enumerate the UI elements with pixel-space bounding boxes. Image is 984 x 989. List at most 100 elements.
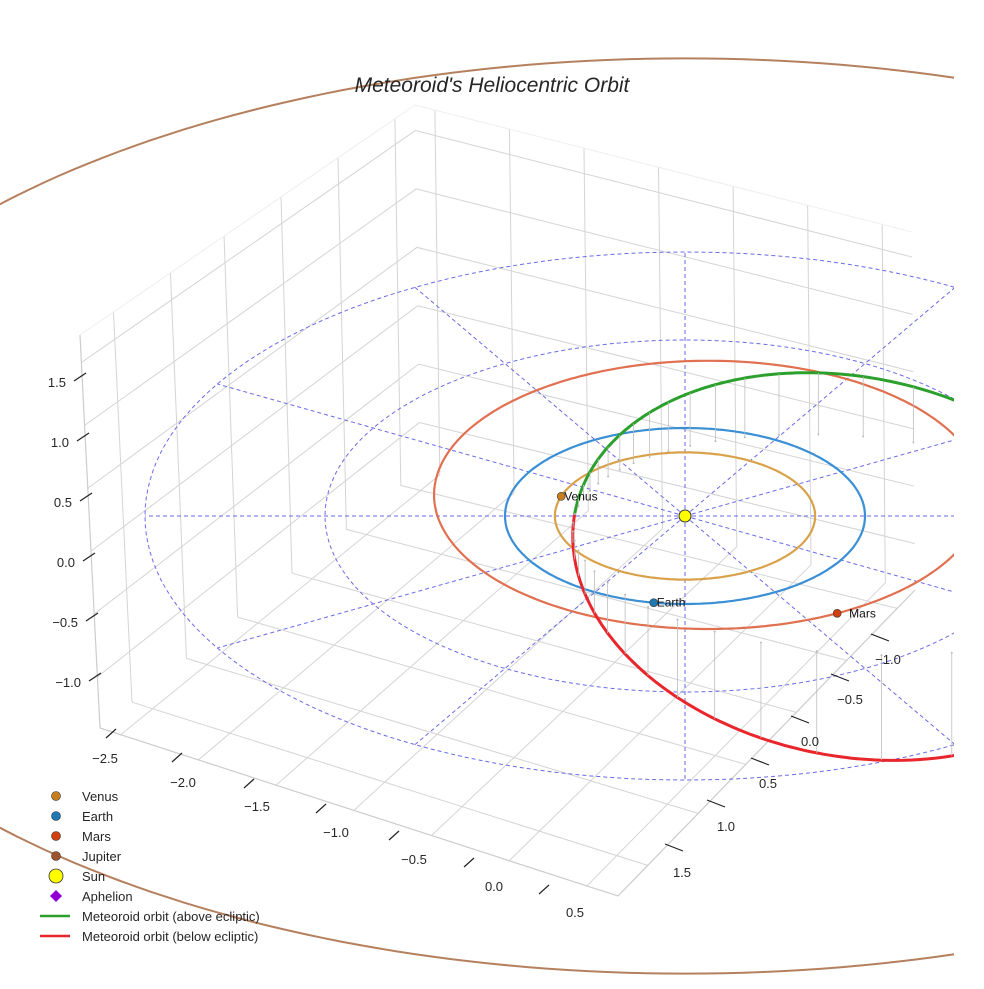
drop-line-foot bbox=[743, 436, 746, 439]
drop-line-foot bbox=[880, 654, 883, 657]
venus-marker bbox=[556, 492, 566, 501]
wall-grid-horizontal bbox=[87, 246, 914, 489]
legend-label: Venus bbox=[82, 788, 119, 804]
drop-line-foot bbox=[624, 593, 627, 596]
y-tick-label: 0.5 bbox=[759, 776, 777, 791]
legend-label: Meteoroid orbit (above ecliptic) bbox=[82, 908, 260, 924]
floor-grid-line-y bbox=[400, 484, 898, 609]
z-tick-label: −1.0 bbox=[55, 675, 81, 690]
y-tick-mark bbox=[790, 715, 810, 724]
wall-grid-vertical bbox=[807, 205, 812, 565]
floor-grid-line-y bbox=[346, 528, 847, 661]
drop-line-foot bbox=[777, 433, 780, 436]
legend-item-earth[interactable]: Earth bbox=[30, 806, 260, 826]
orbit-earth bbox=[503, 426, 867, 606]
z-tick-label: 1.5 bbox=[48, 375, 66, 390]
z-tick-label: 0.0 bbox=[57, 555, 75, 570]
z-tick-mark bbox=[79, 492, 93, 502]
drop-line-foot bbox=[607, 475, 610, 478]
wall-grid-vertical bbox=[508, 129, 515, 493]
drop-line-foot bbox=[967, 452, 969, 454]
legend-item-jupiter[interactable]: Jupiter bbox=[30, 846, 260, 866]
x-tick-label: −2.5 bbox=[92, 751, 118, 766]
y-tick-label: −1.0 bbox=[875, 652, 901, 667]
orbit-layer bbox=[0, 57, 969, 975]
legend-item-orbit-below[interactable]: Meteoroid orbit (below ecliptic) bbox=[30, 926, 260, 946]
radial-spoke bbox=[684, 515, 954, 593]
drop-line-foot bbox=[573, 539, 576, 542]
wall-grid-vertical bbox=[583, 148, 589, 511]
radial-spoke bbox=[217, 515, 686, 649]
legend-item-mars[interactable]: Mars bbox=[30, 826, 260, 846]
drop-line-foot bbox=[759, 641, 762, 644]
aphelion-diamond-icon bbox=[30, 886, 82, 906]
wall-grid-horizontal bbox=[93, 363, 915, 615]
drop-line-foot bbox=[606, 581, 609, 584]
wall-grid-vertical bbox=[169, 272, 187, 659]
floor-grid-line-y bbox=[131, 701, 648, 866]
wall-grid-vertical bbox=[394, 118, 402, 486]
axis-ticks: 1.5 1.0 0.5 0.0 −0.5 −1.0 −2.5 −2.0 −1.5 −1.0 −0.5… bbox=[48, 372, 901, 920]
x-tick-label: −2.0 bbox=[170, 775, 196, 790]
venus-marker-icon bbox=[30, 786, 82, 806]
meteoroid-orbit-above bbox=[582, 371, 954, 486]
green-line-icon bbox=[30, 906, 82, 926]
drop-line-foot bbox=[573, 513, 576, 516]
legend-label: Mars bbox=[82, 828, 111, 844]
drop-line-foot bbox=[597, 482, 600, 485]
reference-circles bbox=[144, 251, 954, 781]
z-tick-label: −0.5 bbox=[52, 615, 78, 630]
z-axis-edge bbox=[79, 334, 101, 729]
floor-grid-line-x bbox=[198, 492, 515, 761]
y-tick-mark bbox=[664, 843, 684, 852]
wall-grid-vertical bbox=[337, 157, 347, 530]
x-tick-mark bbox=[538, 884, 550, 895]
earth-marker-icon bbox=[30, 806, 82, 826]
floor-grid-line-y bbox=[237, 616, 746, 765]
meteoroid-orbit-below bbox=[571, 514, 954, 762]
legend: Venus Earth Mars Jupiter Sun Aphelion Me… bbox=[30, 786, 260, 946]
wall-grid-vertical bbox=[113, 311, 133, 703]
drop-line-foot bbox=[572, 521, 575, 524]
legend-item-sun[interactable]: Sun bbox=[30, 866, 260, 886]
chart-title: Meteoroid's Heliocentric Orbit bbox=[354, 74, 630, 97]
floor-grid-line-x bbox=[431, 546, 738, 836]
drop-line-foot bbox=[912, 441, 915, 444]
drop-line-foot bbox=[589, 489, 592, 492]
legend-item-venus[interactable]: Venus bbox=[30, 786, 260, 806]
x-tick-mark bbox=[243, 778, 255, 789]
wall-grid-vertical bbox=[881, 224, 886, 583]
legend-item-orbit-above[interactable]: Meteoroid orbit (above ecliptic) bbox=[30, 906, 260, 926]
floor-edge bbox=[99, 589, 916, 897]
legend-label: Meteoroid orbit (below ecliptic) bbox=[82, 928, 259, 944]
drop-line-foot bbox=[667, 450, 670, 453]
y-tick-mark bbox=[706, 799, 726, 808]
x-tick-label: 0.5 bbox=[566, 905, 584, 920]
drop-line-foot bbox=[950, 651, 953, 654]
drop-line-foot bbox=[571, 530, 574, 533]
legend-label: Sun bbox=[82, 868, 106, 884]
wall-grid-horizontal bbox=[84, 188, 913, 426]
orbit-mars bbox=[433, 359, 954, 631]
mars-marker bbox=[832, 608, 842, 618]
floor-grid-line-y bbox=[291, 572, 797, 713]
y-tick-label: −0.5 bbox=[837, 692, 863, 707]
z-tick-label: 1.0 bbox=[51, 435, 69, 450]
floor-grid-line-x bbox=[275, 510, 589, 786]
z-tick-label: 0.5 bbox=[54, 495, 72, 510]
wall-grid-horizontal bbox=[90, 305, 914, 552]
y-tick-mark bbox=[830, 673, 850, 682]
legend-item-aphelion[interactable]: Aphelion bbox=[30, 886, 260, 906]
z-tick-mark bbox=[73, 372, 87, 382]
drop-line-foot bbox=[676, 618, 679, 621]
x-tick-label: −0.5 bbox=[401, 852, 427, 867]
drop-line-foot bbox=[648, 456, 651, 459]
legend-label: Aphelion bbox=[82, 888, 133, 904]
radial-spoke bbox=[414, 286, 686, 517]
drop-line-foot bbox=[647, 606, 650, 609]
x-tick-mark bbox=[315, 803, 327, 814]
sun-marker bbox=[678, 509, 692, 523]
wall-grid-vertical bbox=[434, 110, 441, 475]
